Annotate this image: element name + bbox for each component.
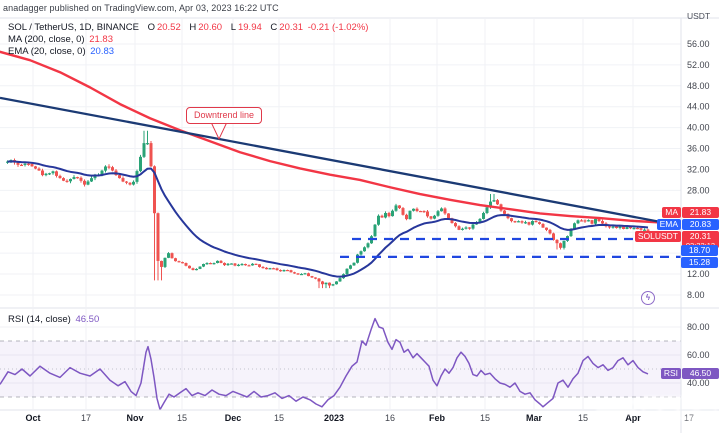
time-tick-label: 15	[177, 413, 187, 423]
candles-layer	[6, 130, 650, 289]
symbol-title: SOL / TetherUS, 1D, BINANCE	[8, 22, 139, 33]
rsi-tick-label: 40.00	[687, 378, 710, 388]
rsi-tick-label: 60.00	[687, 350, 710, 360]
rsi-pane	[0, 340, 681, 398]
high-value: 20.60	[198, 22, 223, 33]
last-price-value: 20.31	[689, 231, 712, 241]
downtrend-trendline	[0, 96, 669, 225]
price-tick-label: 52.00	[687, 60, 710, 70]
price-axis-unit: USDT	[687, 11, 711, 21]
ema-indicator-value: 20.83	[90, 46, 115, 57]
time-axis-labels: Oct 17 Nov 15 Dec 15 2023 16 Feb 15 Mar 15 Apr 17	[25, 413, 694, 423]
time-tick-label: 15	[274, 413, 284, 423]
ema-indicator-label: EMA (20, close, 0)	[8, 46, 86, 57]
support-levels	[340, 237, 681, 259]
price-tick-label: 44.00	[687, 102, 710, 112]
time-tick-label: Oct	[25, 413, 40, 423]
time-tick-label: Feb	[429, 413, 446, 423]
time-tick-label: 2023	[324, 413, 344, 423]
ma200-line	[0, 50, 664, 224]
level-tag-1870: 18.70	[681, 245, 718, 256]
rsi-axis-labels: 80.00 60.00 40.00	[687, 322, 710, 388]
rsi-indicator-label: RSI (14, close)	[8, 314, 71, 325]
close-label: C	[270, 22, 278, 33]
time-tick-label: Mar	[526, 413, 543, 423]
price-tick-label: 32.00	[687, 164, 710, 174]
time-tick-label: Apr	[625, 413, 641, 423]
time-tick-label: 15	[578, 413, 588, 423]
low-value: 19.94	[237, 22, 262, 33]
rsi-line	[0, 317, 649, 410]
grid-lines	[0, 19, 681, 409]
ma-legend-row: MA (200, close, 0) 21.83	[8, 34, 115, 45]
level-tag-1528: 15.28	[681, 257, 718, 268]
time-tick-label: 16	[385, 413, 395, 423]
rsi-tick-label: 80.00	[687, 322, 710, 332]
time-tick-label: 17	[81, 413, 91, 423]
downtrend-line-callout: Downtrend line	[186, 107, 263, 124]
close-value: 20.31	[279, 22, 304, 33]
ema-legend-row: EMA (20, close, 0) 20.83	[8, 46, 116, 57]
change-value: -0.21 (-1.02%)	[307, 22, 369, 33]
rsi-legend-row: RSI (14, close) 46.50	[8, 314, 101, 325]
price-tick-label: 28.00	[687, 185, 710, 195]
ema20-line	[7, 160, 649, 278]
price-tick-label: 48.00	[687, 81, 710, 91]
ma-indicator-value: 21.83	[89, 34, 113, 45]
open-label: O	[147, 22, 155, 33]
rsi-value-tag: RSI 46.50	[651, 368, 719, 379]
low-label: L	[230, 22, 236, 33]
high-label: H	[189, 22, 197, 33]
callout-pointer	[210, 121, 228, 141]
price-tick-label: 36.00	[687, 144, 710, 154]
flash-circle-icon[interactable]: ϟ	[641, 291, 655, 305]
time-tick-label: 15	[480, 413, 490, 423]
price-axis-labels: 56.00 52.00 48.00 44.00 40.00 36.00 32.00 28.00…	[687, 39, 710, 300]
price-tick-label: 40.00	[687, 123, 710, 133]
price-tick-label: 12.00	[687, 269, 710, 279]
ma-price-tag: MA 21.83	[645, 207, 719, 218]
symbol-legend-row: SOL / TetherUS, 1D, BINANCE O 20.52 H 20.6…	[8, 22, 370, 33]
ema-price-tag: EMA 20.83	[639, 219, 719, 230]
attribution-text: anadagger published on TradingView.com, …	[3, 3, 279, 13]
time-tick-label: Nov	[126, 413, 143, 423]
price-tick-label: 8.00	[687, 290, 705, 300]
rsi-indicator-value: 46.50	[75, 314, 100, 325]
open-value: 20.52	[156, 22, 181, 33]
time-tick-label: Dec	[225, 413, 242, 423]
price-tick-label: 56.00	[687, 39, 710, 49]
ma-indicator-label: MA (200, close, 0)	[8, 34, 85, 45]
time-tick-label: 17	[684, 413, 694, 423]
